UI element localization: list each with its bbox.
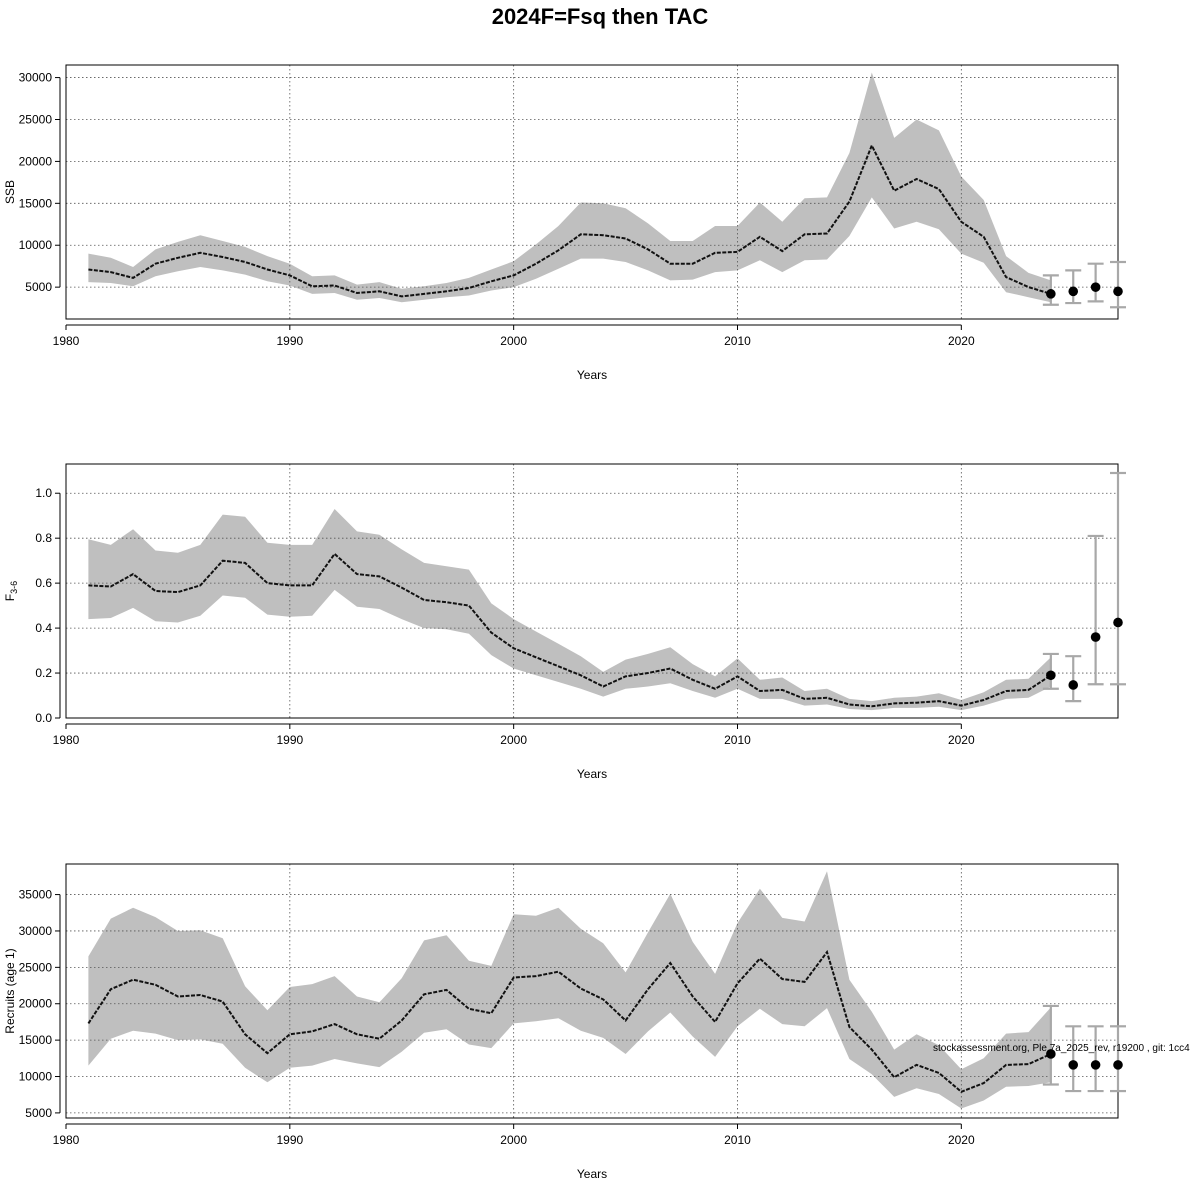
f-forecast-errorbar xyxy=(1087,534,1104,686)
f-forecast-point xyxy=(1113,617,1123,628)
chart-title: 2024F=Fsq then TAC xyxy=(492,4,709,29)
recruits-confidence-band xyxy=(88,871,1051,1109)
recruits-estimate-line xyxy=(87,949,1052,1093)
recruits-plot-frame xyxy=(65,863,1119,1119)
f-x-tick-label: 2020 xyxy=(948,733,975,747)
f-y-axis-title-main: F xyxy=(3,594,17,601)
ssb-estimate-line xyxy=(88,143,1052,298)
recruits-y-tick-label: 5000 xyxy=(25,1106,52,1120)
f-estimate-line xyxy=(88,552,1052,708)
f-y-tick-label: 0.6 xyxy=(35,576,52,590)
ssb-x-tick-label: 1980 xyxy=(53,334,80,348)
ssb-y-tick-label: 15000 xyxy=(19,196,53,210)
f-y-tick-label: 0.0 xyxy=(35,711,52,725)
ssb-x-tick-label: 1990 xyxy=(276,334,303,348)
recruits-forecast-point xyxy=(1046,1049,1056,1059)
f-y-axis-title: F3-6 xyxy=(3,581,19,601)
recruits-y-tick-label: 20000 xyxy=(19,997,53,1011)
f-x-tick-label: 2000 xyxy=(500,733,527,747)
recruits-x-tick-label: 2020 xyxy=(948,1133,975,1147)
ssb-y-tick-label: 5000 xyxy=(25,280,52,294)
f-x-tick-label: 1990 xyxy=(276,733,303,747)
recruits-panel: 1980 1990 2000 2010 2020 5000 10000 15000 20000 2… xyxy=(3,863,1126,1181)
recruits-x-tick-label: 2000 xyxy=(500,1133,527,1147)
recruits-x-tick-label: 1990 xyxy=(276,1133,303,1147)
f-confidence-band xyxy=(88,509,1051,711)
ssb-x-tick-label: 2020 xyxy=(948,334,975,348)
ssb-forecast-point xyxy=(1068,286,1079,297)
ssb-forecast-point xyxy=(1113,286,1123,297)
footnote-source: stockassessment.org, Ple.7a_2025_rev, r1… xyxy=(933,1043,1190,1054)
f-x-tick-label: 1980 xyxy=(53,733,80,747)
ssb-plot-frame xyxy=(65,64,1119,320)
f-forecast-point xyxy=(1090,632,1101,642)
ssb-y-tick-label: 10000 xyxy=(19,238,53,252)
ssb-y-tick-label: 20000 xyxy=(19,154,53,168)
recruits-forecast-errorbar xyxy=(1110,1025,1126,1093)
ssb-confidence-band xyxy=(88,72,1051,303)
recruits-forecast-errorbar xyxy=(1065,1025,1082,1093)
ssb-x-tick-label: 2010 xyxy=(724,334,751,348)
f-x-axis-title: Years xyxy=(577,767,607,781)
recruits-y-axis-title: Recruits (age 1) xyxy=(3,948,17,1033)
recruits-y-tick-label: 25000 xyxy=(19,960,53,974)
f-forecast-point xyxy=(1046,670,1056,681)
f-y-tick-label: 0.4 xyxy=(35,621,52,635)
recruits-x-tick-label: 2010 xyxy=(724,1133,751,1147)
ssb-panel: 1980 1990 2000 2010 2020 5000 10000 15000 20000 2… xyxy=(3,64,1126,382)
f-y-tick-label: 0.8 xyxy=(35,531,52,545)
ssb-forecast-point xyxy=(1046,289,1056,299)
recruits-forecast-point xyxy=(1090,1060,1101,1070)
ssb-y-axis-title: SSB xyxy=(3,180,17,204)
recruits-y-tick-label: 35000 xyxy=(19,888,53,902)
recruits-y-tick-label: 15000 xyxy=(19,1033,53,1047)
recruits-forecast-point xyxy=(1113,1060,1123,1070)
f-forecast-point xyxy=(1068,680,1079,690)
recruits-y-tick-label: 10000 xyxy=(19,1070,53,1084)
recruits-y-tick-label: 30000 xyxy=(19,924,53,938)
ssb-forecast-point xyxy=(1090,282,1101,292)
f-forecast-errorbar xyxy=(1110,471,1126,686)
f-forecast-errorbar xyxy=(1065,655,1082,703)
ssb-x-tick-label: 2000 xyxy=(500,334,527,348)
f-x-tick-label: 2010 xyxy=(724,733,751,747)
recruits-forecast-errorbar xyxy=(1042,1004,1059,1086)
recruits-forecast-errorbar xyxy=(1087,1025,1104,1093)
f-y-axis-title-sub: 3-6 xyxy=(9,581,19,594)
f-y-tick-label: 1.0 xyxy=(35,486,52,500)
recruits-forecast-point xyxy=(1068,1060,1079,1070)
ssb-y-tick-label: 25000 xyxy=(19,112,53,126)
recruits-x-tick-label: 1980 xyxy=(53,1133,80,1147)
recruits-x-axis-title: Years xyxy=(577,1167,607,1181)
f-y-tick-label: 0.2 xyxy=(35,666,52,680)
ssb-y-tick-label: 30000 xyxy=(19,71,53,85)
f-panel: 1980 1990 2000 2010 2020 0.0 0.2 0.4 0.6 0.8 1.0 Ye… xyxy=(3,463,1126,781)
ssb-x-axis-title: Years xyxy=(577,368,607,382)
ssb-forecast-errorbar xyxy=(1110,260,1126,309)
